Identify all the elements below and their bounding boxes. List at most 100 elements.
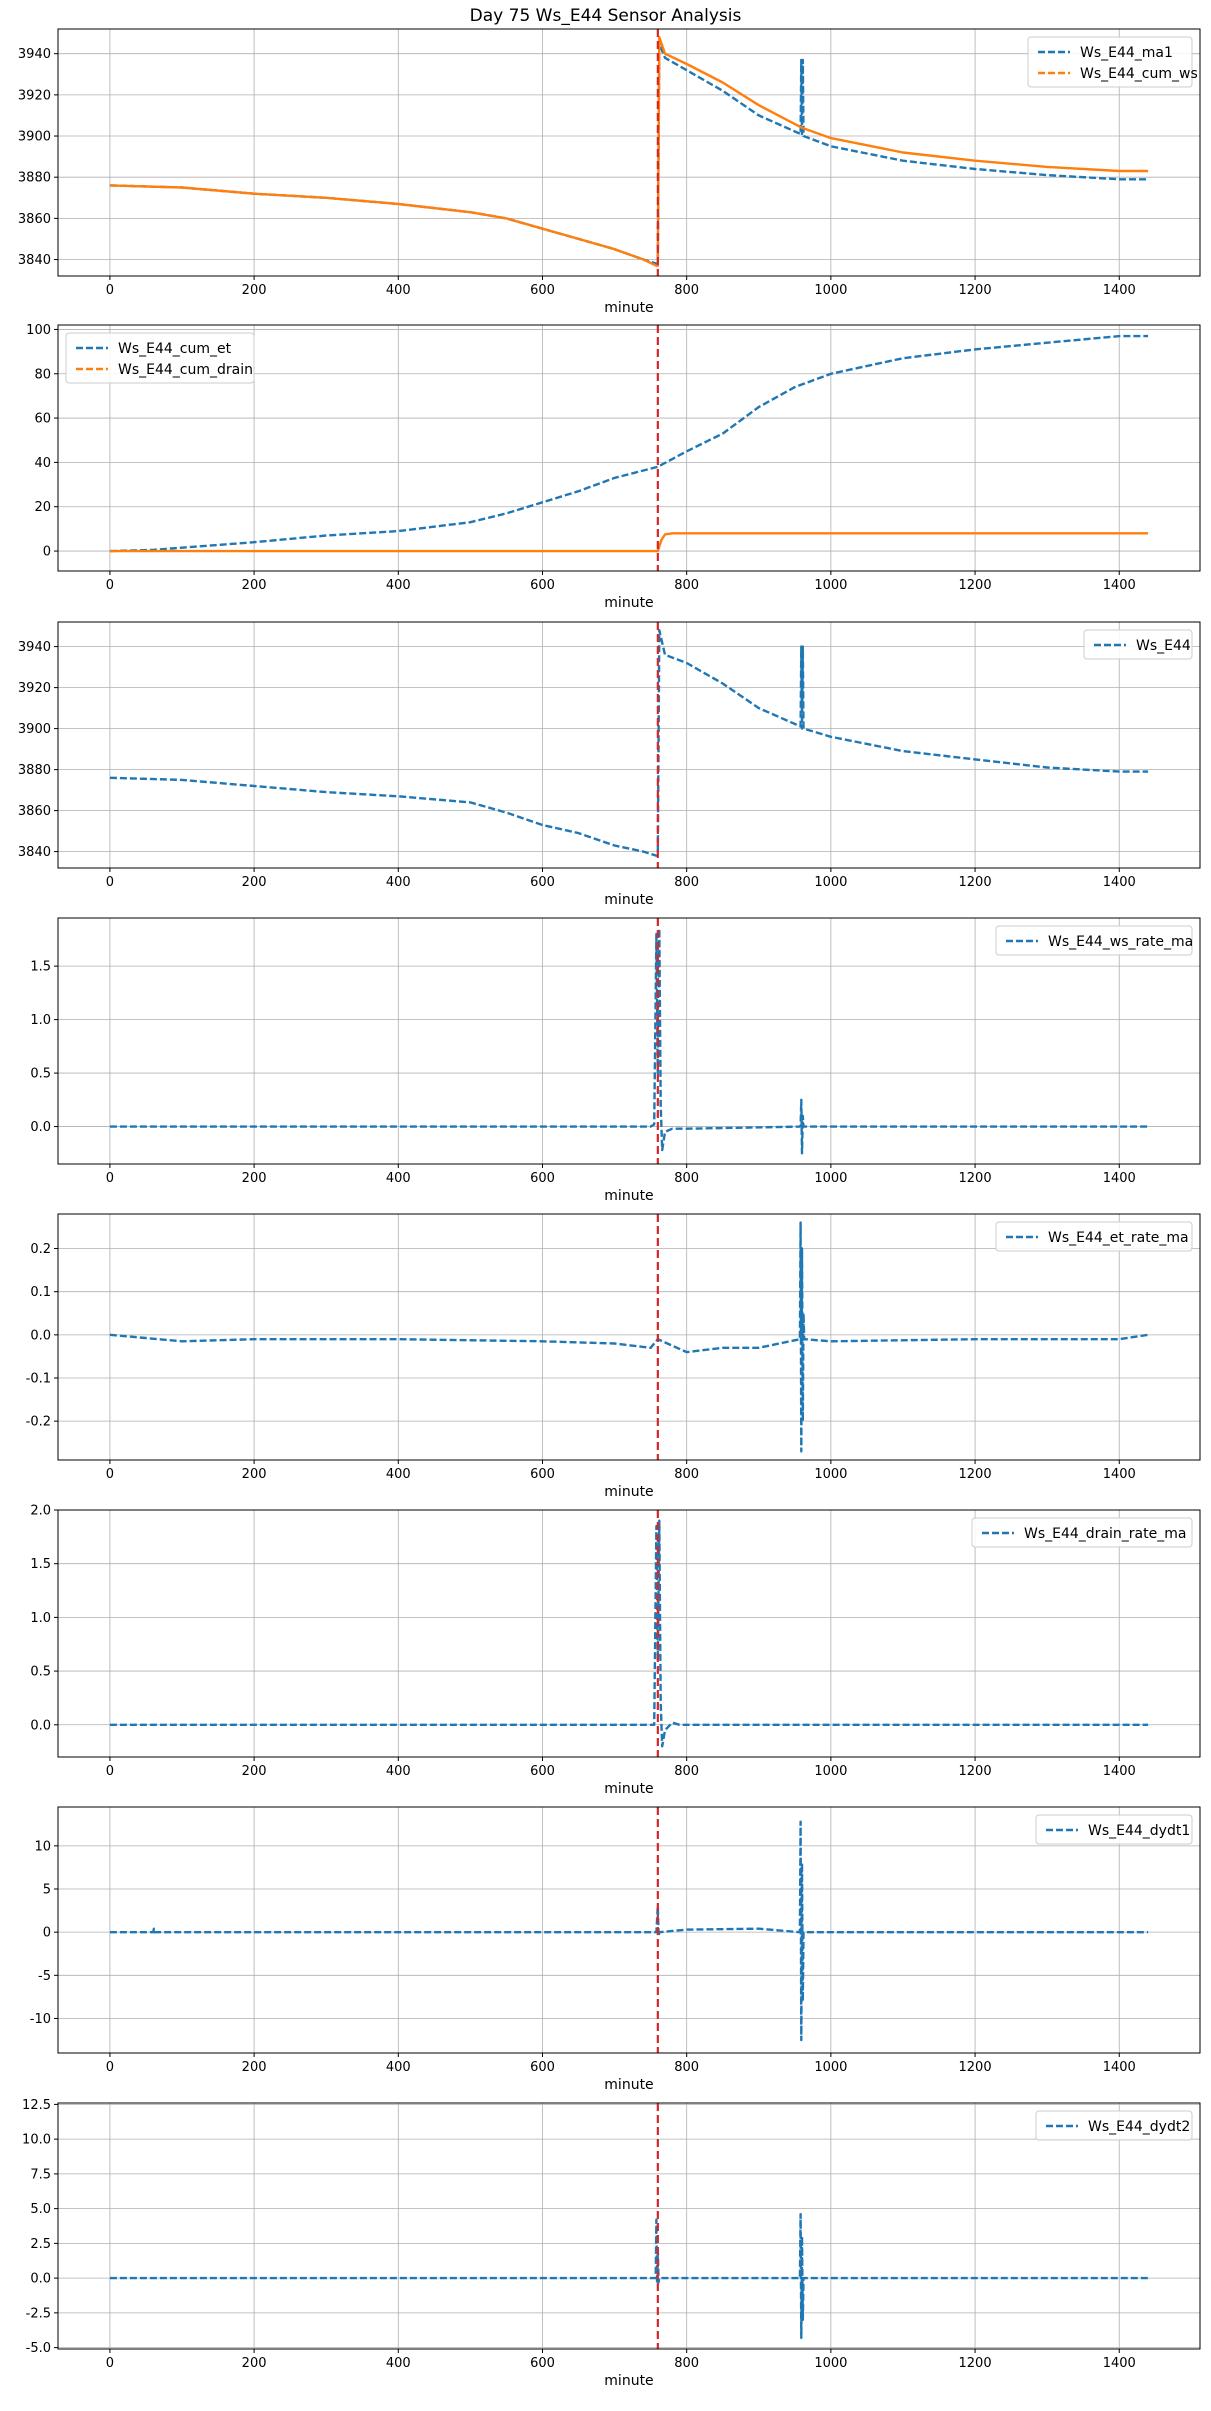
y-tick-label: 3940 bbox=[18, 47, 51, 62]
x-tick-label: 0 bbox=[106, 1171, 114, 1186]
legend: Ws_E44_ws_rate_ma bbox=[995, 925, 1193, 956]
x-tick-label: 1000 bbox=[814, 1467, 847, 1482]
x-tick-label: 1200 bbox=[959, 578, 992, 593]
y-tick-label: -0.1 bbox=[26, 1372, 51, 1387]
legend-box bbox=[1027, 36, 1193, 88]
legend-box bbox=[1083, 629, 1193, 660]
x-tick-label: 200 bbox=[242, 1764, 267, 1779]
x-axis-label: minute bbox=[604, 300, 653, 316]
y-tick-label: 0 bbox=[43, 1926, 51, 1941]
y-tick-label: 1.5 bbox=[30, 1557, 51, 1572]
series-line-Ws_E44_drain_rate_ma bbox=[109, 1519, 1149, 1748]
axes-frame bbox=[57, 1806, 1201, 2054]
series-group bbox=[109, 1214, 1149, 1460]
x-tick-label: 400 bbox=[386, 2060, 411, 2075]
y-tick-label: 10 bbox=[34, 1839, 51, 1854]
y-tick-label: 0.0 bbox=[30, 2272, 51, 2287]
x-tick-label: 1400 bbox=[1103, 875, 1136, 890]
x-tick-label: 400 bbox=[386, 875, 411, 890]
y-tick-label: 0.0 bbox=[30, 1120, 51, 1135]
x-tick-label: 600 bbox=[530, 283, 555, 298]
y-tick-label: 0.1 bbox=[30, 1285, 51, 1300]
x-tick-label: 1200 bbox=[959, 1764, 992, 1779]
axes-frame bbox=[57, 621, 1201, 869]
x-tick-label: 0 bbox=[106, 578, 114, 593]
x-tick-label: 1000 bbox=[814, 1764, 847, 1779]
x-tick-label: 200 bbox=[242, 2060, 267, 2075]
x-tick-label: 400 bbox=[386, 2356, 411, 2371]
series-line-Ws_E44_cum_drain bbox=[109, 532, 1149, 553]
x-tick-label: 0 bbox=[106, 875, 114, 890]
y-tick-label: 100 bbox=[26, 323, 51, 338]
x-axis-label: minute bbox=[604, 2077, 653, 2093]
x-tick-label: 400 bbox=[386, 1171, 411, 1186]
x-tick-label: 1000 bbox=[814, 2060, 847, 2075]
axes-frame bbox=[57, 917, 1201, 1165]
x-tick-label: 1000 bbox=[814, 283, 847, 298]
y-tick-label: 0 bbox=[43, 545, 51, 560]
y-tick-label: 5.0 bbox=[30, 2202, 51, 2217]
y-tick-label: 3940 bbox=[18, 640, 51, 655]
subplot-6: 0 200 400 600 800 1000 1200 1400 0.0 0.5 1.0 1.5 2.0… bbox=[30, 1504, 1201, 1797]
y-tick-label: 60 bbox=[34, 412, 51, 427]
y-tick-label: 3880 bbox=[18, 171, 51, 186]
legend: Ws_E44 bbox=[1083, 629, 1193, 660]
y-tick-label: -5 bbox=[38, 1969, 51, 1984]
x-tick-label: 1200 bbox=[959, 1171, 992, 1186]
x-tick-label: 1400 bbox=[1103, 1764, 1136, 1779]
x-tick-label: 1400 bbox=[1103, 283, 1136, 298]
x-tick-label: 1400 bbox=[1103, 2356, 1136, 2371]
series-line-Ws_E44_et_rate_ma bbox=[109, 1221, 1149, 1453]
legend-label: Ws_E44_drain_rate_ma bbox=[1024, 1526, 1186, 1542]
x-tick-label: 400 bbox=[386, 283, 411, 298]
x-tick-label: 1000 bbox=[814, 578, 847, 593]
tick-group: 0 200 400 600 800 1000 1200 1400 3840 3860 3880 390… bbox=[18, 47, 1136, 298]
y-tick-label: 3880 bbox=[18, 763, 51, 778]
x-tick-label: 800 bbox=[674, 283, 699, 298]
y-tick-label: 0.2 bbox=[30, 1242, 51, 1257]
x-tick-label: 1000 bbox=[814, 2356, 847, 2371]
legend: Ws_E44_et_rate_ma bbox=[995, 1221, 1193, 1252]
grid-lines bbox=[58, 1214, 1200, 1460]
x-tick-label: 800 bbox=[674, 2356, 699, 2371]
x-tick-label: 0 bbox=[106, 283, 114, 298]
legend: Ws_E44_ma1 Ws_E44_cum_ws bbox=[1027, 36, 1198, 88]
y-tick-label: 2.5 bbox=[30, 2237, 51, 2252]
x-tick-label: 1200 bbox=[959, 1467, 992, 1482]
x-tick-label: 200 bbox=[242, 1171, 267, 1186]
x-tick-label: 1400 bbox=[1103, 1171, 1136, 1186]
x-axis-label: minute bbox=[604, 1188, 653, 1204]
y-tick-label: 10.0 bbox=[22, 2133, 51, 2148]
y-tick-label: 3840 bbox=[18, 253, 51, 268]
y-tick-label: -2.5 bbox=[26, 2306, 51, 2321]
x-tick-label: 1200 bbox=[959, 283, 992, 298]
subplot-3: 0 200 400 600 800 1000 1200 1400 3840 3860 3880 390… bbox=[18, 621, 1201, 908]
grid-lines bbox=[58, 1807, 1200, 2053]
y-tick-label: 3900 bbox=[18, 130, 51, 145]
y-tick-label: 3860 bbox=[18, 212, 51, 227]
legend-label: Ws_E44_et_rate_ma bbox=[1048, 1230, 1189, 1246]
x-tick-label: 600 bbox=[530, 1764, 555, 1779]
subplot-1: 0 200 400 600 800 1000 1200 1400 3840 3860 3880 390… bbox=[18, 28, 1201, 316]
x-tick-label: 1200 bbox=[959, 875, 992, 890]
y-tick-label: 2.0 bbox=[30, 1504, 51, 1519]
legend: Ws_E44_cum_et Ws_E44_cum_drain bbox=[65, 332, 255, 384]
series-group bbox=[109, 622, 1149, 868]
series-group bbox=[109, 325, 1149, 571]
y-tick-label: 1.0 bbox=[30, 1611, 51, 1626]
series-line-Ws_E44_dydt2 bbox=[109, 2212, 1149, 2340]
legend-label: Ws_E44_dydt1 bbox=[1088, 1823, 1190, 1839]
tick-group: 0 200 400 600 800 1000 1200 1400 0.0 0.5 1.0 1.5 2.0 bbox=[30, 1504, 1135, 1780]
y-tick-label: 5 bbox=[43, 1883, 51, 1898]
x-tick-label: 1200 bbox=[959, 2356, 992, 2371]
series-line-Ws_E44_cum_ws bbox=[109, 36, 1149, 267]
series-line-Ws_E44_cum_et bbox=[109, 334, 1149, 553]
series-line-Ws_E44_ma1 bbox=[109, 42, 1149, 265]
series-group bbox=[109, 1510, 1149, 1757]
axes-frame bbox=[57, 324, 1201, 572]
x-axis-label: minute bbox=[604, 892, 653, 908]
x-tick-label: 800 bbox=[674, 1467, 699, 1482]
legend-box bbox=[995, 1221, 1193, 1252]
y-tick-label: 12.5 bbox=[22, 2098, 51, 2113]
x-tick-label: 1200 bbox=[959, 2060, 992, 2075]
